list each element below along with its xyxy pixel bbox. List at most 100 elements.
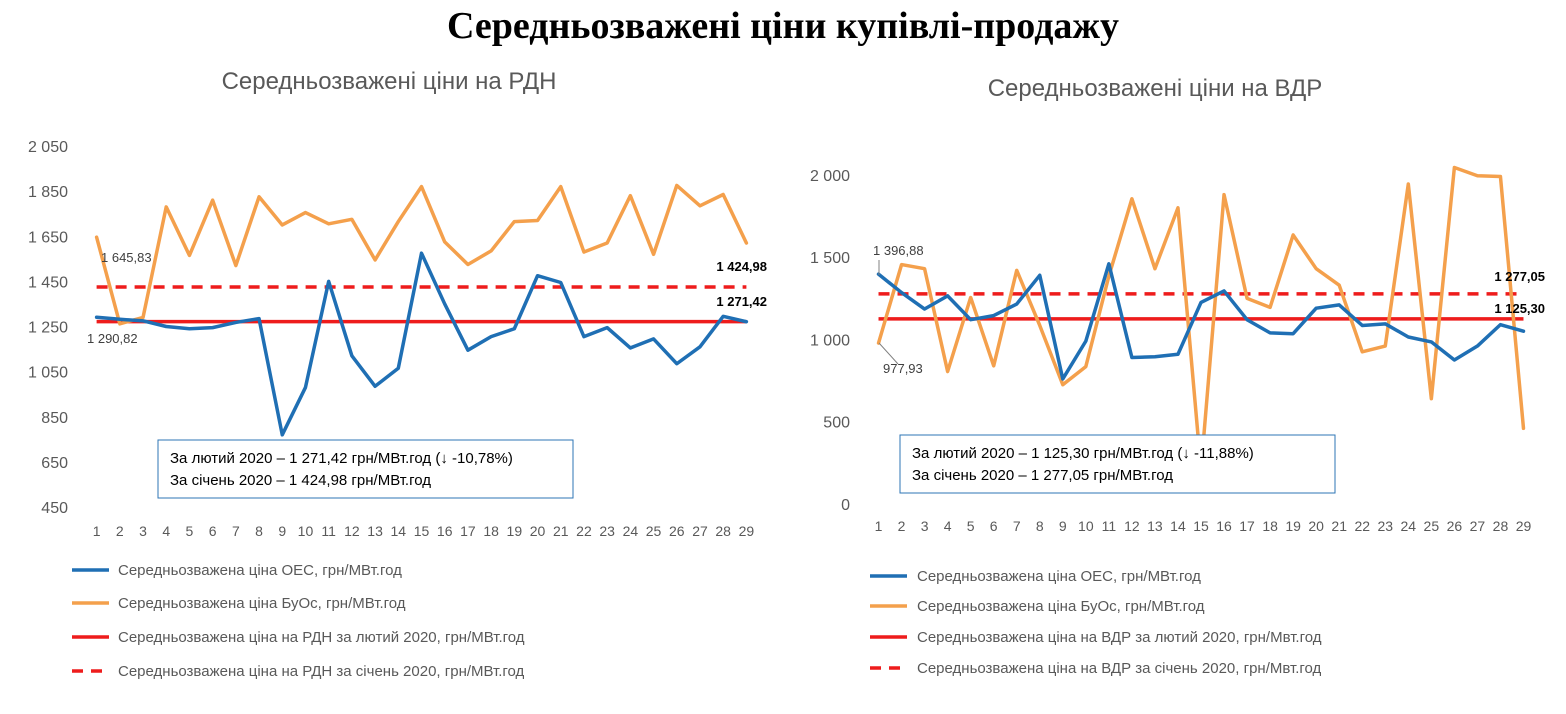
x-tick-label: 23 — [599, 523, 615, 539]
x-tick-label: 14 — [1170, 518, 1186, 534]
x-tick-label: 3 — [921, 518, 929, 534]
x-tick-label: 14 — [391, 523, 407, 539]
x-tick-label: 16 — [437, 523, 453, 539]
y-tick-label: 1 050 — [28, 365, 68, 382]
x-tick-label: 17 — [460, 523, 476, 539]
x-tick-label: 4 — [162, 523, 170, 539]
info-box-border — [899, 434, 1336, 494]
x-tick-label: 29 — [1516, 518, 1532, 534]
info-line: За лютий 2020 – 1 125,30 грн/МВт.год (↓ … — [912, 445, 1254, 462]
x-tick-label: 1 — [93, 523, 101, 539]
y-tick-label: 1 650 — [28, 229, 68, 246]
x-tick-label: 26 — [669, 523, 685, 539]
x-tick-label: 2 — [898, 518, 906, 534]
x-tick-label: 21 — [553, 523, 569, 539]
legend-label: Середньозважена ціна на ВДР за лютий 202… — [917, 629, 1322, 646]
x-tick-label: 22 — [576, 523, 592, 539]
x-tick-label: 9 — [278, 523, 286, 539]
x-tick-label: 17 — [1239, 518, 1255, 534]
y-tick-label: 1 250 — [28, 320, 68, 337]
x-tick-label: 5 — [967, 518, 975, 534]
legend-label: Середньозважена ціна БуОс, грн/МВт.год — [118, 595, 406, 612]
x-tick-label: 19 — [1285, 518, 1301, 534]
info-box-border — [157, 439, 574, 499]
legend-label: Середньозважена ціна ОЕС, грн/МВт.год — [917, 568, 1201, 585]
x-tick-label: 10 — [1078, 518, 1094, 534]
x-tick-label: 8 — [1036, 518, 1044, 534]
y-tick-label: 850 — [41, 410, 68, 427]
legend-label: Середньозважена ціна ОЕС, грн/МВт.год — [118, 562, 402, 579]
y-tick-label: 0 — [841, 497, 850, 514]
info-line: За січень 2020 – 1 424,98 грн/МВт.год — [170, 472, 431, 489]
x-tick-label: 2 — [116, 523, 124, 539]
data-label-first-buos: 1 645,83 — [101, 250, 152, 265]
x-tick-label: 5 — [186, 523, 194, 539]
legend-label: Середньозважена ціна на РДН за січень 20… — [118, 663, 525, 680]
x-tick-label: 10 — [298, 523, 314, 539]
x-tick-label: 27 — [692, 523, 708, 539]
x-tick-label: 13 — [1147, 518, 1163, 534]
x-tick-label: 6 — [990, 518, 998, 534]
data-label-first-oes: 1 396,88 — [873, 243, 924, 258]
x-tick-label: 20 — [530, 523, 546, 539]
x-tick-label: 28 — [1493, 518, 1509, 534]
x-tick-label: 6 — [209, 523, 217, 539]
x-tick-label: 12 — [1124, 518, 1140, 534]
y-tick-label: 1 500 — [810, 250, 850, 267]
data-label-feb-label: 1 271,42 — [716, 294, 767, 309]
info-line: За січень 2020 – 1 277,05 грн/МВт.год — [912, 467, 1173, 484]
chart-rdn: Середньозважені ціни на РДН 450 650 850 1 05… — [28, 68, 767, 680]
x-tick-label: 15 — [1193, 518, 1209, 534]
x-tick-label: 11 — [321, 523, 336, 539]
y-tick-label: 2 050 — [28, 139, 68, 156]
x-tick-label: 4 — [944, 518, 952, 534]
x-tick-label: 25 — [1424, 518, 1440, 534]
chart-vdr: Середньозважені ціни на ВДР 0 500 1 000 1 50… — [810, 75, 1545, 677]
chart-title: Середньозважені ціни на РДН — [222, 68, 557, 95]
x-tick-label: 20 — [1308, 518, 1324, 534]
chart-title: Середньозважені ціни на ВДР — [988, 75, 1323, 102]
oes-price-line — [94, 251, 749, 437]
legend-label: Середньозважена ціна на ВДР за січень 20… — [917, 660, 1322, 677]
x-tick-label: 12 — [344, 523, 360, 539]
x-tick-label: 3 — [139, 523, 147, 539]
x-tick-label: 28 — [715, 523, 731, 539]
page-title: Середньозважені ціни купівлі-продажу — [447, 5, 1119, 47]
x-tick-label: 24 — [623, 523, 639, 539]
x-tick-label: 27 — [1470, 518, 1486, 534]
y-tick-label: 2 000 — [810, 168, 850, 185]
x-tick-label: 11 — [1102, 518, 1117, 534]
x-tick-label: 13 — [367, 523, 383, 539]
data-label-jan-label: 1 277,05 — [1494, 269, 1545, 284]
x-tick-label: 21 — [1331, 518, 1347, 534]
x-tick-label: 1 — [875, 518, 883, 534]
x-tick-label: 16 — [1216, 518, 1232, 534]
y-tick-label: 1 850 — [28, 184, 68, 201]
legend-label: Середньозважена ціна БуОс, грн/МВт.год — [917, 598, 1205, 615]
y-tick-label: 1 000 — [810, 332, 850, 349]
x-tick-label: 18 — [1262, 518, 1278, 534]
data-label-first-oes: 1 290,82 — [87, 331, 138, 346]
y-tick-label: 1 450 — [28, 274, 68, 291]
x-tick-label: 7 — [1013, 518, 1021, 534]
data-label-first-buos: 977,93 — [883, 361, 923, 376]
x-tick-label: 7 — [232, 523, 240, 539]
x-tick-label: 15 — [414, 523, 430, 539]
x-tick-label: 18 — [483, 523, 499, 539]
x-tick-label: 22 — [1354, 518, 1370, 534]
legend-label: Середньозважена ціна на РДН за лютий 202… — [118, 629, 525, 646]
data-label-jan-label: 1 424,98 — [716, 259, 767, 274]
info-line: За лютий 2020 – 1 271,42 грн/МВт.год (↓ … — [170, 450, 513, 467]
data-label-feb-label: 1 125,30 — [1494, 301, 1545, 316]
x-tick-label: 9 — [1059, 518, 1067, 534]
info-box: За лютий 2020 – 1 125,30 грн/МВт.год (↓ … — [899, 434, 1336, 494]
x-tick-label: 26 — [1447, 518, 1463, 534]
annotation-leader — [878, 342, 899, 365]
y-tick-label: 450 — [41, 500, 68, 517]
x-tick-label: 24 — [1401, 518, 1417, 534]
info-box: За лютий 2020 – 1 271,42 грн/МВт.год (↓ … — [157, 439, 574, 499]
y-tick-label: 500 — [823, 415, 850, 432]
x-tick-label: 29 — [739, 523, 755, 539]
x-tick-label: 8 — [255, 523, 263, 539]
x-tick-label: 23 — [1377, 518, 1393, 534]
